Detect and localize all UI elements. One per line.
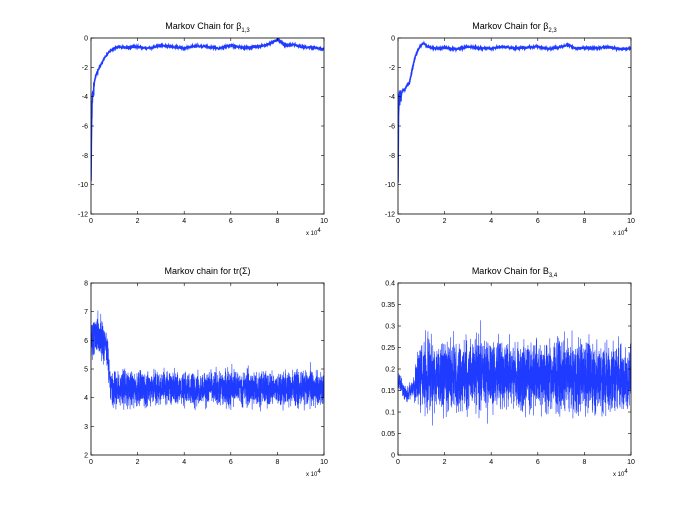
plot-area (398, 320, 631, 426)
series-line-1 (398, 40, 631, 183)
y-tick-label: 0 (84, 36, 88, 43)
x-tick-label: 4 (489, 218, 493, 225)
y-tick-label: 5 (84, 367, 88, 374)
x-tick-label: 2 (443, 218, 447, 225)
y-tick-label: -6 (389, 124, 395, 131)
x-tick-label: 8 (582, 218, 586, 225)
x-tick-label: 4 (182, 459, 186, 466)
y-tick-label: -2 (389, 65, 395, 72)
x-tick-label: 2 (136, 218, 140, 225)
chart-title: Markov Chain for β1,3 (165, 21, 250, 34)
y-tick-label: 4 (84, 395, 88, 402)
x-tick-label: 2 (443, 459, 447, 466)
axes-frame (90, 282, 325, 456)
y-tick-label: -2 (82, 65, 88, 72)
y-tick-label: 0.15 (381, 388, 395, 395)
axes-frame (90, 37, 325, 215)
plot-area (398, 40, 631, 183)
y-tick-label: 0.05 (381, 431, 395, 438)
x-tick-label: 8 (275, 218, 279, 225)
x-tick-label: 8 (275, 459, 279, 466)
x-tick-label: 10 (320, 459, 328, 466)
plot-area (91, 310, 324, 412)
y-tick-label: 0.2 (385, 367, 395, 374)
x-tick-label: 6 (229, 218, 233, 225)
y-tick-label: 7 (84, 309, 88, 316)
y-tick-label: 0 (391, 453, 395, 460)
y-tick-label: 0.1 (385, 410, 395, 417)
x-tick-label: 0 (396, 218, 400, 225)
x-tick-label: 6 (229, 459, 233, 466)
series-trace (91, 310, 324, 412)
x-tick-label: 6 (536, 459, 540, 466)
x-multiplier-label: x 104 (306, 228, 321, 237)
plot-area (91, 38, 324, 181)
y-tick-label: -8 (82, 153, 88, 160)
x-tick-label: 10 (627, 218, 635, 225)
chart-panel-4: 0 2 4 6 8 10 0.4 0.35 0.3 0.25 0.2 0.15 0.1 0.05 0 x 10… (381, 266, 635, 478)
chart-panel-2: 0 2 4 6 8 10 0 -2 -4 -6 -8 -10 -12 x 104 Markov Chain … (385, 21, 635, 237)
series-line-1 (91, 38, 324, 181)
y-tick-label: 0.25 (381, 345, 395, 352)
y-tick-label: 6 (84, 338, 88, 345)
y-tick-label: 3 (84, 424, 88, 431)
y-tick-label: -10 (385, 182, 395, 189)
y-tick-label: -6 (82, 124, 88, 131)
chart-title: Markov Chain for B3,4 (472, 266, 558, 279)
y-tick-label: -12 (385, 212, 395, 219)
x-tick-label: 0 (396, 459, 400, 466)
x-tick-label: 2 (136, 459, 140, 466)
y-tick-label: 8 (84, 281, 88, 288)
x-tick-label: 0 (89, 459, 93, 466)
x-multiplier-label: x 104 (613, 228, 628, 237)
x-tick-label: 8 (582, 459, 586, 466)
x-tick-label: 0 (89, 218, 93, 225)
x-tick-label: 10 (627, 459, 635, 466)
y-tick-label: -4 (389, 94, 395, 101)
chart-title: Markov chain for tr(Σ) (164, 266, 250, 276)
y-tick-label: 2 (84, 453, 88, 460)
y-tick-label: 0.3 (385, 324, 395, 331)
x-tick-label: 6 (536, 218, 540, 225)
y-tick-label: 0.4 (385, 281, 395, 288)
x-multiplier-label: x 104 (306, 469, 321, 478)
y-tick-label: -10 (78, 182, 88, 189)
axes-frame (397, 37, 632, 215)
y-tick-label: 0 (391, 36, 395, 43)
x-tick-label: 10 (320, 218, 328, 225)
x-multiplier-label: x 104 (613, 469, 628, 478)
x-tick-label: 4 (489, 459, 493, 466)
y-tick-label: -8 (389, 153, 395, 160)
chart-title: Markov Chain for β2,3 (472, 21, 557, 34)
chart-panel-1: 0 2 4 6 8 10 0 -2 -4 -6 -8 -10 -12 x 104 Markov Chain … (78, 21, 328, 237)
series-trace (398, 320, 631, 426)
x-tick-label: 4 (182, 218, 186, 225)
y-tick-label: -12 (78, 212, 88, 219)
y-tick-label: -4 (82, 94, 88, 101)
y-tick-label: 0.35 (381, 302, 395, 309)
